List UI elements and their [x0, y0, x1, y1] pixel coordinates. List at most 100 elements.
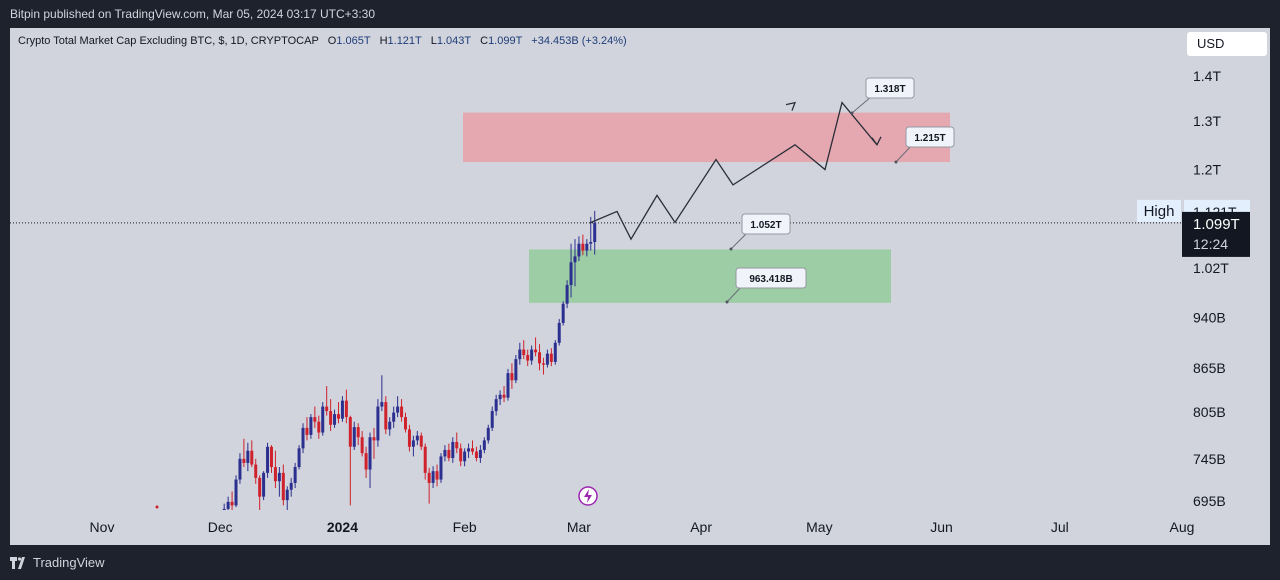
candle-body — [451, 441, 455, 459]
callout-pointer — [726, 285, 743, 303]
callout-label: 963.418B — [749, 274, 792, 285]
y-tick-label: 1.02T — [1193, 260, 1229, 276]
candle-body — [242, 458, 246, 463]
candle-body — [407, 429, 411, 447]
bar-countdown: 12:24 — [1193, 236, 1228, 252]
x-tick-label: 2024 — [327, 519, 358, 535]
close-key: C — [480, 35, 489, 47]
candle-body — [340, 400, 344, 419]
candle-body — [498, 394, 502, 400]
candle-body — [396, 406, 400, 413]
candle-body — [305, 427, 309, 435]
y-tick-label: 805B — [1193, 404, 1226, 420]
candle-body — [250, 450, 254, 465]
candle-body — [234, 479, 238, 506]
footer-brand[interactable]: TradingView — [33, 555, 105, 570]
high-key: H — [379, 35, 388, 47]
candle-body — [474, 451, 478, 459]
candle-body — [478, 449, 482, 459]
candle-body — [427, 472, 431, 483]
candle-body — [285, 489, 289, 501]
candle-body — [281, 472, 285, 501]
x-tick-label: May — [806, 519, 832, 535]
candle-body — [238, 458, 242, 480]
candle-body — [569, 262, 573, 286]
candle-body — [431, 471, 435, 483]
candle-body — [254, 464, 258, 478]
candle-body — [368, 437, 372, 470]
candle-body — [486, 427, 490, 441]
candle-body — [364, 453, 368, 470]
candle-body — [565, 285, 569, 304]
candle-body — [344, 400, 348, 418]
x-tick-label: Mar — [567, 519, 591, 535]
candle-body — [467, 448, 471, 452]
candle-body — [530, 349, 534, 361]
candle-body — [585, 243, 589, 251]
callout-label: 1.318T — [874, 84, 905, 95]
candle-body — [549, 353, 553, 362]
candle-body — [506, 373, 510, 398]
candle-body — [522, 349, 526, 356]
last-price-value: 1.099T — [1193, 216, 1240, 233]
candle-body — [273, 467, 277, 482]
callout-anchor — [894, 160, 898, 164]
symbol-title: Crypto Total Market Cap Excluding BTC, $… — [18, 35, 319, 47]
candle-body — [313, 417, 317, 422]
candle-body — [589, 241, 593, 244]
high-label-bg — [1137, 199, 1181, 222]
candle-body — [230, 501, 234, 506]
y-tick-label: 1.3T — [1193, 113, 1221, 129]
candle-body — [325, 406, 329, 412]
x-tick-label: Feb — [453, 519, 477, 535]
y-tick-label: 695B — [1193, 493, 1226, 509]
candle-body — [557, 322, 561, 343]
candle-body — [581, 243, 585, 251]
candle-body — [510, 373, 514, 381]
callout-pointer — [730, 231, 749, 250]
candle-body — [226, 501, 230, 509]
open-key: O — [327, 35, 337, 47]
candle-body — [541, 363, 545, 365]
candle-body — [411, 440, 415, 447]
candle-body — [471, 448, 475, 452]
callout-box — [741, 213, 791, 235]
candle-body — [439, 456, 443, 480]
candle-body — [404, 417, 408, 430]
callout-anchor — [729, 247, 733, 251]
candle-body — [277, 472, 281, 482]
x-tick-label: Apr — [690, 519, 712, 535]
candle-body — [538, 352, 542, 364]
candle-body — [514, 359, 518, 381]
projection-peak-arrow — [785, 101, 797, 111]
candle-body — [573, 256, 577, 263]
publisher-line: Bitpin published on TradingView.com, Mar… — [10, 7, 376, 21]
candle-body — [459, 448, 463, 462]
candle-body — [553, 342, 557, 362]
candle-body — [400, 406, 404, 418]
change-value: +34.453B (+3.24%) — [531, 35, 627, 47]
callout-label: 1.052T — [750, 220, 781, 231]
y-tick-label: 865B — [1193, 360, 1226, 376]
x-tick-label: Jun — [930, 519, 953, 535]
candle-body — [336, 414, 340, 419]
candle-body — [262, 472, 266, 497]
callout-box — [865, 77, 915, 99]
candle-body — [348, 417, 352, 447]
candle-body — [376, 406, 380, 441]
candle-body — [463, 451, 467, 462]
callout-box — [735, 267, 807, 289]
candle-body — [384, 402, 388, 430]
candle-body — [297, 448, 301, 468]
candle-body — [415, 435, 419, 441]
footer-bar: TradingView — [0, 545, 1280, 580]
callout-anchor — [725, 300, 729, 304]
candle-body — [435, 471, 439, 480]
y-tick-label: 745B — [1193, 451, 1226, 467]
currency-button[interactable]: USD — [1187, 32, 1267, 56]
candle-body — [333, 414, 337, 425]
tradingview-logo-icon — [10, 556, 25, 569]
open-value: 1.065T — [336, 35, 371, 47]
last-price-tag — [1182, 211, 1250, 257]
